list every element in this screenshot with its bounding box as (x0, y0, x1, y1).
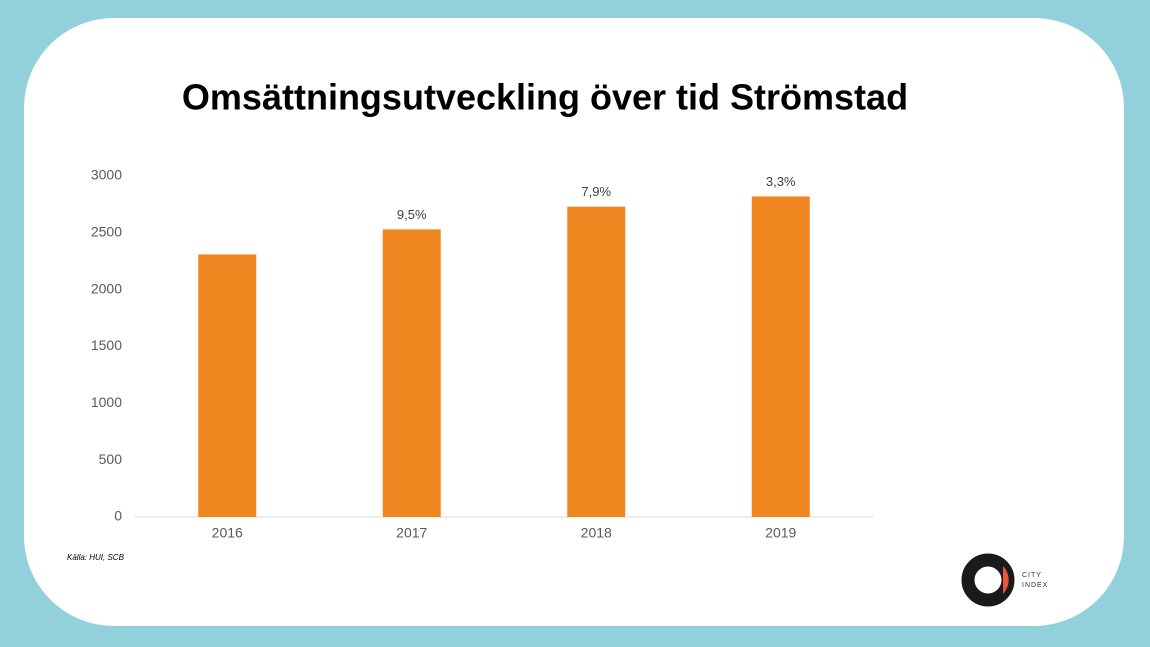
growth-label: 7,9% (581, 184, 611, 199)
bar (382, 229, 441, 517)
bar (751, 196, 810, 517)
x-tick-label: 2016 (212, 525, 243, 541)
y-tick-label: 1000 (91, 394, 122, 410)
x-tick-label: 2017 (396, 525, 427, 541)
y-tick-label: 1500 (91, 337, 122, 353)
growth-label: 3,3% (766, 174, 796, 189)
y-tick-label: 2000 (91, 280, 122, 296)
source: Källa: HUI, SCB (67, 553, 125, 562)
growth-label: 9,5% (397, 207, 427, 222)
logo: CITY INDEX (961, 553, 1048, 607)
y-tick-label: 3000 (91, 167, 122, 183)
logo-text: CITY (1022, 572, 1042, 579)
y-tick-label: 2500 (91, 224, 122, 240)
bar (198, 254, 257, 517)
y-tick-label: 0 (114, 508, 122, 524)
x-tick-label: 2018 (581, 525, 612, 541)
bar (567, 206, 626, 517)
logo-text: INDEX (1022, 582, 1048, 589)
x-tick-label: 2019 (765, 525, 796, 541)
logo-accent (1003, 566, 1009, 594)
y-tick-label: 500 (99, 451, 123, 467)
chart-title: Omsättningsutveckling över tid Strömstad (182, 77, 908, 118)
